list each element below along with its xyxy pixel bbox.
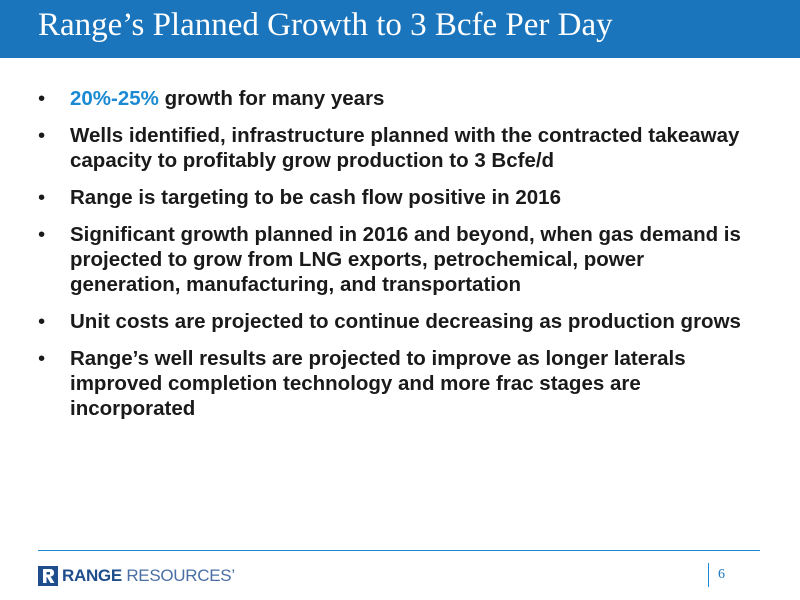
bullet-mark: •	[38, 87, 46, 110]
title-bar: Range’s Planned Growth to 3 Bcfe Per Day	[0, 0, 800, 58]
bullet-item: • 20%-25% growth for many years	[38, 86, 758, 111]
bullet-text: Range is targeting to be cash flow posit…	[70, 186, 561, 209]
bullet-text: Significant growth planned in 2016 and b…	[70, 223, 741, 296]
logo-name: RANGE	[62, 566, 122, 585]
range-resources-logo-icon	[38, 566, 58, 586]
footer-divider	[38, 550, 760, 551]
bullet-text: growth for many years	[158, 87, 385, 110]
logo-suffix: RESOURCES’	[121, 566, 235, 585]
page-number-divider	[708, 563, 709, 587]
bullet-mark: •	[38, 223, 46, 246]
bullet-text: Wells identified, infrastructure planned…	[70, 124, 740, 172]
bullet-item: • Significant growth planned in 2016 and…	[38, 222, 758, 297]
bullet-item: • Unit costs are projected to continue d…	[38, 309, 758, 334]
bullet-text: Range’s well results are projected to im…	[70, 347, 686, 420]
bullet-mark: •	[38, 310, 46, 333]
bullet-item: • Range’s well results are projected to …	[38, 346, 758, 421]
bullet-item: • Wells identified, infrastructure plann…	[38, 123, 758, 173]
bullet-text: Unit costs are projected to continue dec…	[70, 310, 741, 333]
slide-title: Range’s Planned Growth to 3 Bcfe Per Day	[38, 7, 613, 43]
bullet-mark: •	[38, 347, 46, 370]
bullet-mark: •	[38, 186, 46, 209]
page-number: 6	[718, 567, 725, 582]
company-logo: RANGE RESOURCES’	[38, 565, 235, 587]
logo-text: RANGE RESOURCES’	[62, 566, 235, 586]
bullet-item: • Range is targeting to be cash flow pos…	[38, 185, 758, 210]
bullet-list: • 20%-25% growth for many years • Wells …	[38, 86, 758, 433]
bullet-mark: •	[38, 124, 46, 147]
bullet-highlight: 20%-25%	[70, 87, 159, 110]
